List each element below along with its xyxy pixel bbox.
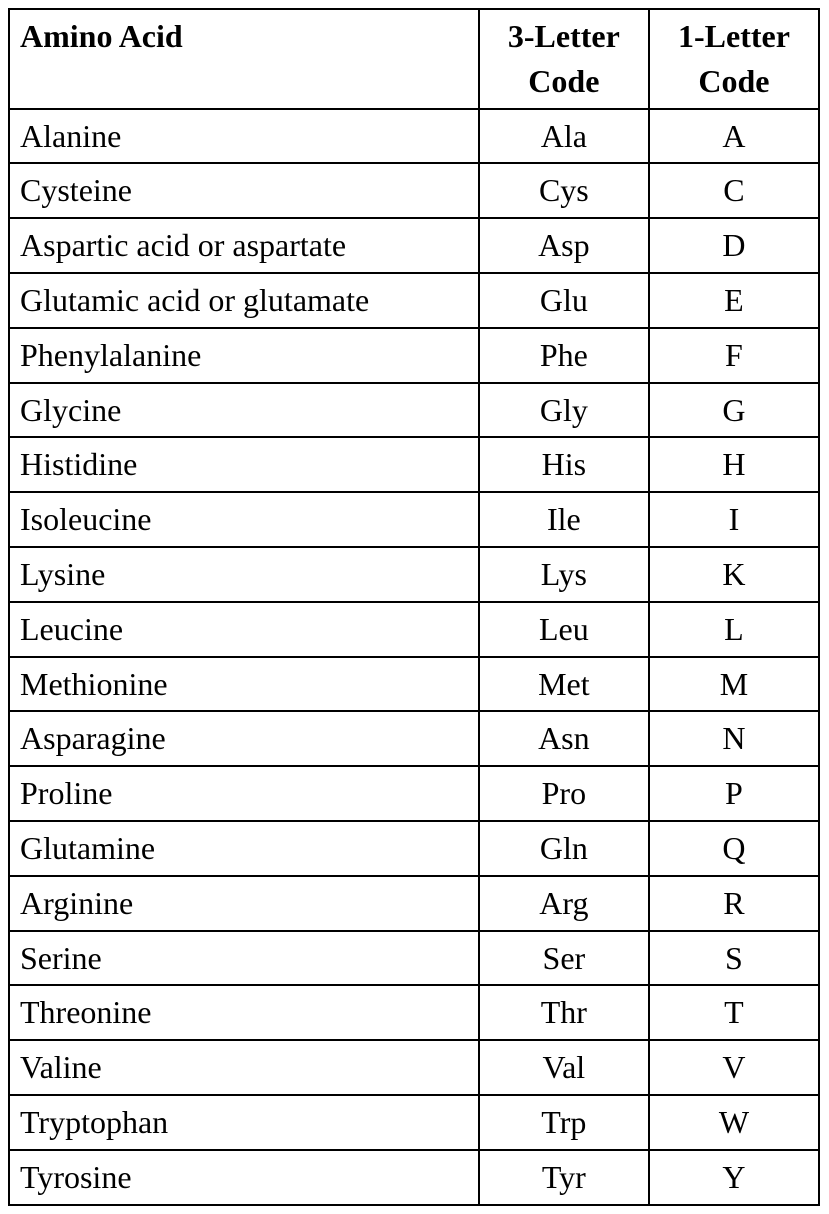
cell-amino-acid: Glutamine	[9, 821, 479, 876]
cell-3-letter-code: Phe	[479, 328, 649, 383]
cell-3-letter-code: Gly	[479, 383, 649, 438]
cell-1-letter-code: L	[649, 602, 819, 657]
cell-amino-acid: Phenylalanine	[9, 328, 479, 383]
cell-1-letter-code: G	[649, 383, 819, 438]
cell-1-letter-code: H	[649, 437, 819, 492]
table-row: GlutamineGlnQ	[9, 821, 819, 876]
cell-amino-acid: Histidine	[9, 437, 479, 492]
cell-3-letter-code: Leu	[479, 602, 649, 657]
table-row: AsparagineAsnN	[9, 711, 819, 766]
cell-3-letter-code: Met	[479, 657, 649, 712]
cell-3-letter-code: Cys	[479, 163, 649, 218]
column-header-code3: 3-LetterCode	[479, 9, 649, 109]
cell-3-letter-code: Glu	[479, 273, 649, 328]
cell-amino-acid: Aspartic acid or aspartate	[9, 218, 479, 273]
table-row: HistidineHisH	[9, 437, 819, 492]
cell-3-letter-code: Thr	[479, 985, 649, 1040]
cell-3-letter-code: His	[479, 437, 649, 492]
cell-1-letter-code: E	[649, 273, 819, 328]
cell-1-letter-code: R	[649, 876, 819, 931]
cell-1-letter-code: Y	[649, 1150, 819, 1205]
cell-amino-acid: Valine	[9, 1040, 479, 1095]
table-row: LeucineLeuL	[9, 602, 819, 657]
cell-3-letter-code: Arg	[479, 876, 649, 931]
cell-1-letter-code: T	[649, 985, 819, 1040]
cell-1-letter-code: N	[649, 711, 819, 766]
table-row: SerineSerS	[9, 931, 819, 986]
cell-amino-acid: Leucine	[9, 602, 479, 657]
cell-1-letter-code: D	[649, 218, 819, 273]
cell-amino-acid: Lysine	[9, 547, 479, 602]
table-row: Aspartic acid or aspartateAspD	[9, 218, 819, 273]
table-row: ValineValV	[9, 1040, 819, 1095]
cell-3-letter-code: Ile	[479, 492, 649, 547]
cell-3-letter-code: Pro	[479, 766, 649, 821]
cell-1-letter-code: K	[649, 547, 819, 602]
table-row: ProlineProP	[9, 766, 819, 821]
cell-amino-acid: Alanine	[9, 109, 479, 164]
table-row: PhenylalaninePheF	[9, 328, 819, 383]
cell-amino-acid: Tryptophan	[9, 1095, 479, 1150]
table-row: TyrosineTyrY	[9, 1150, 819, 1205]
table-row: AlanineAlaA	[9, 109, 819, 164]
cell-3-letter-code: Gln	[479, 821, 649, 876]
cell-amino-acid: Tyrosine	[9, 1150, 479, 1205]
cell-3-letter-code: Asp	[479, 218, 649, 273]
column-header-code1: 1-LetterCode	[649, 9, 819, 109]
cell-3-letter-code: Ser	[479, 931, 649, 986]
cell-amino-acid: Arginine	[9, 876, 479, 931]
table-row: ArginineArgR	[9, 876, 819, 931]
cell-3-letter-code: Trp	[479, 1095, 649, 1150]
cell-1-letter-code: V	[649, 1040, 819, 1095]
cell-3-letter-code: Tyr	[479, 1150, 649, 1205]
cell-3-letter-code: Val	[479, 1040, 649, 1095]
amino-acid-table: Amino Acid 3-LetterCode 1-LetterCode Ala…	[8, 8, 820, 1206]
table-row: Glutamic acid or glutamateGluE	[9, 273, 819, 328]
table-row: LysineLysK	[9, 547, 819, 602]
table-header-row: Amino Acid 3-LetterCode 1-LetterCode	[9, 9, 819, 109]
cell-1-letter-code: C	[649, 163, 819, 218]
cell-amino-acid: Glycine	[9, 383, 479, 438]
cell-1-letter-code: P	[649, 766, 819, 821]
cell-1-letter-code: F	[649, 328, 819, 383]
cell-1-letter-code: Q	[649, 821, 819, 876]
cell-3-letter-code: Asn	[479, 711, 649, 766]
table-body: AlanineAlaACysteineCysCAspartic acid or …	[9, 109, 819, 1205]
table-row: TryptophanTrpW	[9, 1095, 819, 1150]
cell-amino-acid: Methionine	[9, 657, 479, 712]
cell-3-letter-code: Ala	[479, 109, 649, 164]
cell-1-letter-code: M	[649, 657, 819, 712]
cell-amino-acid: Threonine	[9, 985, 479, 1040]
cell-amino-acid: Isoleucine	[9, 492, 479, 547]
cell-1-letter-code: A	[649, 109, 819, 164]
table-row: ThreonineThrT	[9, 985, 819, 1040]
cell-1-letter-code: S	[649, 931, 819, 986]
cell-3-letter-code: Lys	[479, 547, 649, 602]
cell-amino-acid: Glutamic acid or glutamate	[9, 273, 479, 328]
cell-1-letter-code: W	[649, 1095, 819, 1150]
cell-amino-acid: Serine	[9, 931, 479, 986]
cell-1-letter-code: I	[649, 492, 819, 547]
table-row: GlycineGlyG	[9, 383, 819, 438]
cell-amino-acid: Cysteine	[9, 163, 479, 218]
cell-amino-acid: Proline	[9, 766, 479, 821]
column-header-name: Amino Acid	[9, 9, 479, 109]
table-row: MethionineMetM	[9, 657, 819, 712]
cell-amino-acid: Asparagine	[9, 711, 479, 766]
table-row: IsoleucineIleI	[9, 492, 819, 547]
table-row: CysteineCysC	[9, 163, 819, 218]
